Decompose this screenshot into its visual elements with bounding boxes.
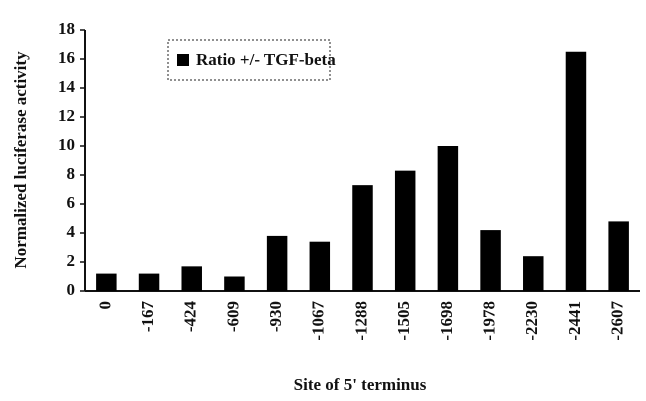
x-tick-label: -2441 [565,301,584,341]
bar [394,170,416,291]
x-axis-label: Site of 5' terminus [294,375,427,394]
x-tick-label: -2230 [522,301,541,341]
y-axis-label: Normalized luciferase activity [11,51,30,269]
x-tick-label: -1505 [394,301,413,341]
y-tick-label: 4 [67,222,76,241]
y-tick-label: 0 [67,280,76,299]
legend-box [167,39,331,81]
bar [266,235,288,291]
x-tick-label: -1067 [309,301,328,341]
legend-label: Ratio +/- TGF-beta [196,50,336,69]
x-tick-label: -1698 [437,301,456,341]
y-tick-label: 2 [67,251,76,270]
x-tick-label: 0 [95,301,114,310]
legend-swatch [177,54,189,66]
x-tick-label: -424 [181,301,200,333]
bar [565,51,587,291]
y-tick-label: 12 [58,106,75,125]
bar [224,276,245,291]
bar [523,256,544,291]
y-tick-label: 14 [58,77,76,96]
y-tick-label: 10 [58,135,75,154]
bar [437,146,459,291]
bar [480,230,501,291]
x-tick-label: -930 [266,301,285,332]
y-tick-label: 18 [58,19,75,38]
x-tick-label: -1978 [479,301,498,341]
y-tick-label: 16 [58,48,75,67]
y-tick-label: 6 [67,193,76,212]
x-tick-label: -609 [223,301,242,332]
y-tick-label: 8 [67,164,76,183]
x-tick-label: -167 [138,301,157,333]
x-tick-label: -2607 [608,301,627,341]
bar [138,273,160,291]
bar [309,241,331,291]
bar [352,185,373,291]
bar [96,273,117,291]
bar [181,266,202,291]
x-tick-label: -1288 [351,301,370,341]
bar [608,221,629,291]
